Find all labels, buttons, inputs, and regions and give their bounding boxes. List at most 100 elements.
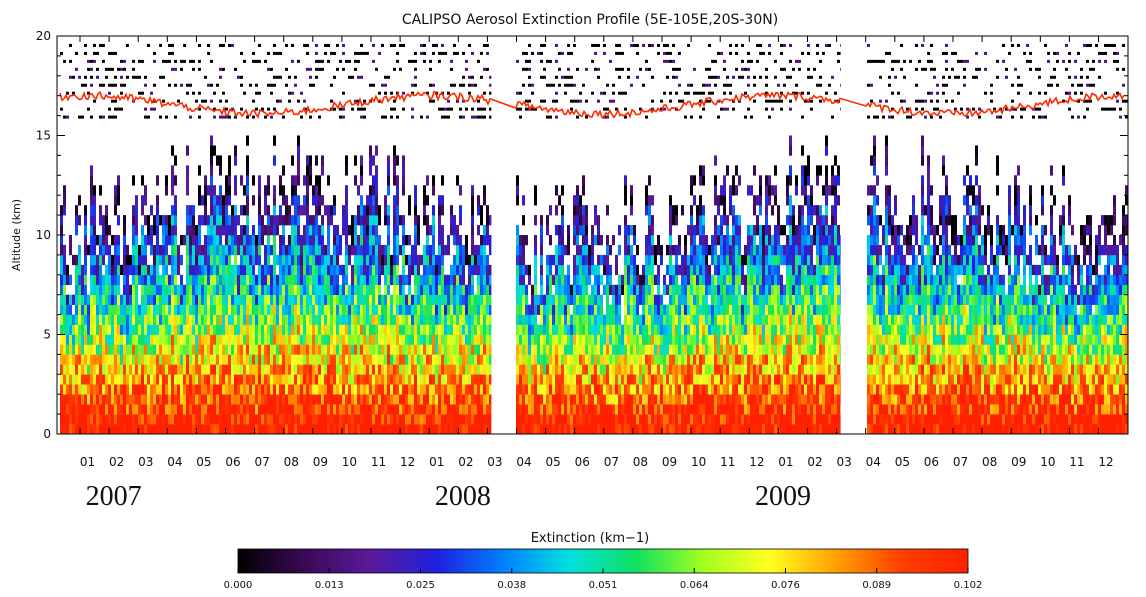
heatmap-cell	[216, 364, 219, 375]
heatmap-cell	[279, 354, 282, 365]
heatmap-cell	[525, 51, 528, 55]
heatmap-cell	[630, 364, 633, 375]
heatmap-cell	[357, 264, 360, 276]
heatmap-cell	[273, 354, 276, 365]
heatmap-cell	[336, 394, 339, 405]
heatmap-cell	[312, 314, 315, 325]
heatmap-cell	[585, 254, 588, 266]
heatmap-cell	[516, 324, 519, 335]
heatmap-cell	[297, 264, 300, 276]
heatmap-cell	[147, 424, 150, 434]
heatmap-cell	[561, 394, 564, 405]
heatmap-cell	[690, 83, 693, 87]
heatmap-cell	[93, 195, 96, 206]
heatmap-cell	[648, 175, 651, 186]
heatmap-cell	[585, 344, 588, 355]
heatmap-cell	[60, 284, 63, 295]
heatmap-cell	[123, 235, 126, 246]
heatmap-cell	[618, 244, 621, 256]
heatmap-cell	[216, 324, 219, 335]
heatmap-cell	[165, 364, 168, 375]
heatmap-cell	[138, 404, 141, 415]
heatmap-cell	[240, 107, 243, 111]
heatmap-cell	[252, 254, 255, 266]
heatmap-cell	[240, 374, 243, 385]
heatmap-cell	[198, 354, 201, 365]
heatmap-cell	[198, 424, 201, 434]
heatmap-cell	[207, 215, 210, 226]
heatmap-cell	[435, 384, 438, 395]
heatmap-cell	[570, 75, 573, 79]
heatmap-cell	[444, 314, 447, 325]
heatmap-cell	[399, 324, 402, 335]
heatmap-cell	[360, 304, 363, 315]
heatmap-cell	[534, 364, 537, 375]
heatmap-cell	[120, 374, 123, 385]
heatmap-cell	[213, 254, 216, 266]
heatmap-cell	[108, 51, 111, 55]
heatmap-cell	[147, 414, 150, 425]
heatmap-cell	[633, 414, 636, 425]
heatmap-cell	[213, 235, 216, 246]
heatmap-cell	[180, 254, 183, 266]
heatmap-cell	[162, 354, 165, 365]
heatmap-cell	[234, 404, 237, 415]
heatmap-cell	[267, 215, 270, 226]
heatmap-cell	[483, 284, 486, 295]
heatmap-cell	[693, 414, 696, 425]
heatmap-cell	[261, 215, 264, 226]
heatmap-cell	[450, 274, 453, 286]
heatmap-cell	[159, 274, 162, 286]
heatmap-cell	[279, 394, 282, 405]
heatmap-cell	[621, 394, 624, 405]
heatmap-cell	[210, 244, 213, 256]
heatmap-cell	[93, 394, 96, 405]
heatmap-cell	[201, 264, 204, 276]
heatmap-cell	[378, 205, 381, 216]
heatmap-cell	[111, 324, 114, 335]
heatmap-cell	[219, 235, 222, 246]
heatmap-cell	[609, 59, 612, 63]
heatmap-cell	[528, 314, 531, 325]
heatmap-cell	[522, 384, 525, 395]
heatmap-cell	[447, 274, 450, 286]
heatmap-cell	[366, 195, 369, 206]
heatmap-cell	[660, 354, 663, 365]
heatmap-cell	[240, 284, 243, 295]
heatmap-cell	[540, 374, 543, 385]
heatmap-cell	[150, 354, 153, 365]
heatmap-cell	[402, 354, 405, 365]
heatmap-cell	[90, 344, 93, 355]
heatmap-cell	[630, 424, 633, 434]
heatmap-cell	[195, 364, 198, 375]
heatmap-cell	[657, 404, 660, 415]
heatmap-cell	[372, 364, 375, 375]
heatmap-cell	[591, 374, 594, 385]
heatmap-cell	[459, 384, 462, 395]
heatmap-cell	[234, 284, 237, 295]
heatmap-cell	[156, 344, 159, 355]
heatmap-cell	[81, 354, 84, 365]
heatmap-cell	[393, 274, 396, 286]
heatmap-cell	[312, 83, 315, 87]
heatmap-cell	[423, 394, 426, 405]
heatmap-cell	[87, 384, 90, 395]
heatmap-cell	[486, 235, 489, 246]
heatmap-cell	[327, 374, 330, 385]
heatmap-cell	[462, 334, 465, 345]
heatmap-cell	[102, 43, 105, 47]
heatmap-cell	[183, 374, 186, 385]
heatmap-cell	[204, 175, 207, 186]
heatmap-cell	[126, 374, 129, 385]
heatmap-cell	[177, 314, 180, 325]
heatmap-cell	[603, 284, 606, 295]
heatmap-cell	[651, 414, 654, 425]
heatmap-cell	[123, 294, 126, 305]
heatmap-cell	[78, 274, 81, 286]
heatmap-cell	[183, 334, 186, 345]
heatmap-cell	[261, 274, 264, 286]
heatmap-cell	[393, 225, 396, 236]
heatmap-cell	[333, 384, 336, 395]
heatmap-cell	[423, 314, 426, 325]
heatmap-cell	[186, 235, 189, 246]
